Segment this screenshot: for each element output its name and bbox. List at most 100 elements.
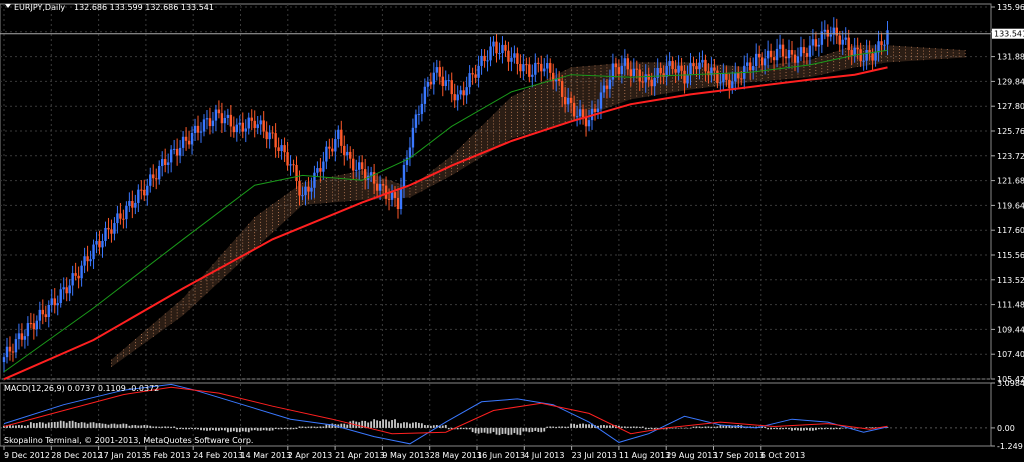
macd-histogram-bar [265,427,268,431]
candle-body [632,68,636,76]
macd-histogram-bar [89,422,92,428]
macd-histogram-bar [223,427,226,431]
macd-histogram-bar [218,427,220,431]
candle-body [262,120,265,132]
macd-histogram-bar [829,427,832,430]
macd-histogram-bar [441,425,444,428]
x-tick-label: 11 Aug 2013 [619,451,670,460]
macd-histogram-bar [668,427,671,429]
macd-histogram-bar [797,427,799,431]
candle-body [429,81,433,85]
candle-body [620,65,624,75]
macd-histogram-bar [6,425,8,428]
macd-histogram-bar [507,427,510,436]
macd-histogram-bar [725,425,728,428]
candle-body [316,168,319,173]
macd-histogram-bar [146,425,149,428]
candle-body [143,189,146,196]
macd-histogram-bar [107,424,110,428]
candle-body [38,309,42,321]
macd-histogram-bar [125,423,128,428]
candle-body [172,148,176,150]
macd-histogram-bar [256,427,259,431]
macd-histogram-bar [307,426,310,428]
macd-histogram-bar [122,423,125,428]
candle-body [346,151,349,156]
candle-body [602,85,606,93]
macd-histogram-bar [391,420,393,428]
candle-body [307,186,310,192]
candle-body [811,39,815,46]
macd-histogram-bar [191,427,193,429]
candle-body [543,68,546,72]
macd-histogram-bar [235,427,238,433]
candle-body [725,73,728,80]
macd-histogram-bar [361,420,364,428]
candle-body [340,129,343,146]
macd-histogram-bar [817,427,820,430]
candle-body [629,69,633,76]
ma-fast-line [3,49,888,373]
macd-histogram-bar [268,427,271,431]
macd-histogram-bar [59,420,62,428]
macd-histogram-bar [409,423,411,428]
dropdown-triangle-icon[interactable] [5,4,11,8]
candle-body [599,92,603,109]
macd-histogram-bar [504,427,507,434]
macd-histogram-bar [638,426,641,428]
macd-histogram-bar [683,427,686,429]
macd-histogram-bar [558,426,561,428]
candles [2,17,889,373]
x-tick-label: 9 Dec 2012 [4,451,50,460]
candle-body [241,122,244,132]
macd-histogram-bar [865,427,868,428]
macd-histogram-bar [450,427,453,429]
current-price-label: 133.541 [994,30,1024,39]
candle-body [665,65,668,77]
candle-body [513,53,516,58]
macd-histogram-bar [412,422,414,428]
macd-histogram-bar [65,422,68,428]
x-tick-label: 21 Apr 2013 [335,451,384,460]
candle-body [277,147,280,152]
candle-body [80,265,83,279]
macd-histogram-bar [113,423,116,428]
candle-body [656,67,659,78]
macd-histogram-bar [95,423,98,428]
candle-body [820,31,824,45]
candle-body [122,218,125,220]
macd-histogram-bar [364,420,367,428]
candle-body [146,185,149,196]
candle-body [459,90,462,95]
macd-histogram-bar [253,427,256,431]
y-tick-label: 131.880 [997,53,1024,62]
y-tick-label: 111.480 [997,301,1024,310]
macd-histogram-bar [158,426,161,428]
macd-histogram-bar [838,427,841,430]
candle-body [202,119,206,132]
macd-histogram-bar [650,427,653,430]
y-tick-label: 119.640 [997,201,1024,210]
x-tick-label: 6 Oct 2013 [761,451,805,460]
macd-histogram-bar [38,422,41,428]
x-tick-label: 24 Feb 2013 [193,451,243,460]
candle-body [292,164,295,166]
y-tick-label: 117.600 [997,226,1024,235]
candle-body [95,241,98,245]
candle-body [184,136,188,141]
candle-body [152,174,155,179]
candle-body [614,63,618,68]
macd-histogram-bar [298,426,301,428]
candle-body [271,132,274,134]
candle-body [775,48,779,61]
candle-body [160,159,164,167]
macd-histogram-bar [188,427,190,430]
candle-body [859,49,862,62]
candle-body [378,184,382,191]
candle-body [817,44,821,47]
macd-histogram-bar [471,427,474,433]
macd-histogram-bar [716,426,719,428]
candle-body [229,114,233,127]
candle-body [274,133,277,148]
candle-body [557,78,561,81]
